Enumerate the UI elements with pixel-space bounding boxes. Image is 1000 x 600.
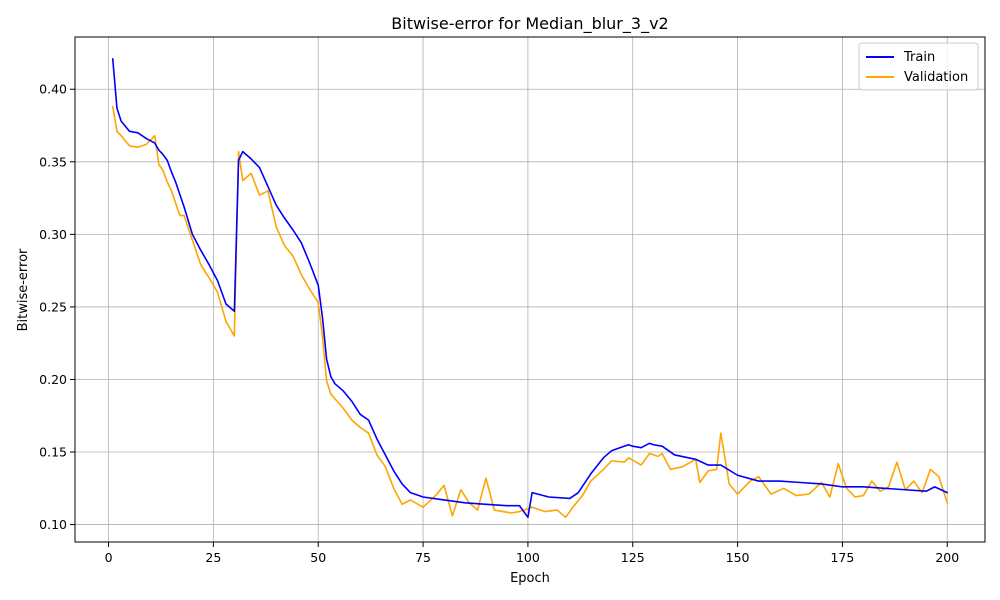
legend-label-train: Train [903, 50, 935, 65]
series-line-train [111, 57, 949, 519]
chart-title: Bitwise-error for Median_blur_3_v2 [391, 14, 668, 34]
x-tick-label: 100 [516, 550, 540, 565]
y-axis-label: Bitwise-error [16, 248, 31, 331]
y-tick-label: 0.10 [39, 517, 67, 532]
series-line-validation [111, 105, 949, 519]
legend: Train Validation [858, 42, 979, 91]
x-tick-label: 25 [205, 550, 221, 565]
x-tick-label: 200 [935, 550, 959, 565]
x-tick-label: 125 [621, 550, 645, 565]
x-tick-label: 50 [310, 550, 326, 565]
plot-area [75, 37, 985, 542]
y-tick-label: 0.30 [39, 227, 67, 242]
y-tick-label: 0.35 [39, 154, 67, 169]
y-tick-label: 0.40 [39, 82, 67, 97]
series-layer [111, 57, 949, 519]
legend-label-validation: Validation [904, 70, 968, 85]
grid [75, 37, 985, 542]
x-tick-label: 175 [830, 550, 854, 565]
x-tick-label: 75 [415, 550, 431, 565]
x-axis-label: Epoch [510, 571, 550, 586]
y-tick-label: 0.20 [39, 372, 67, 387]
y-axis: 0.10 0.15 0.20 0.25 0.30 0.35 0.40 [39, 82, 75, 532]
y-tick-label: 0.25 [39, 299, 67, 314]
y-tick-label: 0.15 [39, 445, 67, 460]
x-tick-label: 150 [726, 550, 750, 565]
plot-frame [74, 36, 986, 543]
x-tick-label: 0 [105, 550, 113, 565]
legend-box [858, 42, 979, 91]
x-axis: 0 25 50 75 100 125 150 175 200 [105, 542, 959, 565]
